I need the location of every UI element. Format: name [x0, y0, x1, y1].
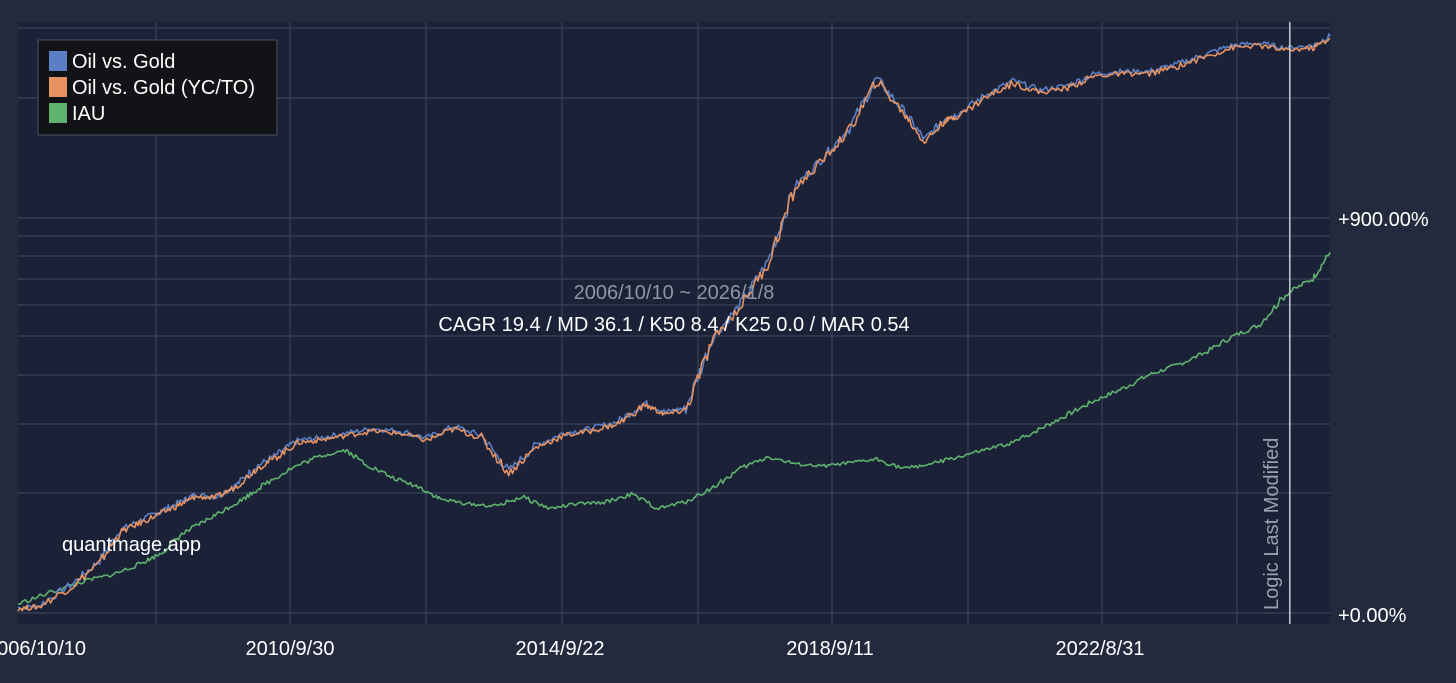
legend: Oil vs. Gold Oil vs. Gold (YC/TO) IAU	[37, 39, 278, 136]
stats-label: CAGR 19.4 / MD 36.1 / K50 8.4 / K25 0.0 …	[438, 314, 909, 336]
x-tick-label: 2006/10/10	[0, 638, 86, 660]
logic-marker: Logic Last Modified	[1261, 22, 1291, 624]
y-tick-label: +900.00%	[1338, 209, 1429, 231]
x-tick-label: 2010/9/30	[246, 638, 335, 660]
date-range-label: 2006/10/10 ~ 2026/1/8	[574, 282, 775, 304]
series-line-oil-vs-gold-yc-to-	[17, 37, 1331, 612]
grid-vertical	[155, 22, 1238, 624]
x-tick-label: 2014/9/22	[516, 638, 605, 660]
grid-horizontal	[18, 27, 1330, 614]
y-tick-label: +0.00%	[1338, 605, 1407, 627]
series-line-iau	[17, 252, 1331, 605]
y-axis-ticks: +0.00% +900.00%	[1338, 209, 1429, 627]
x-axis-ticks: 2006/10/10 2010/9/30 2014/9/22 2018/9/11 202…	[0, 638, 1144, 660]
legend-swatch	[49, 77, 67, 97]
legend-swatch	[49, 103, 67, 123]
legend-label: Oil vs. Gold	[72, 51, 175, 73]
legend-label: IAU	[72, 103, 105, 125]
legend-swatch	[49, 51, 67, 71]
x-tick-label: 2022/8/31	[1056, 638, 1145, 660]
watermark: quantmage.app	[62, 534, 201, 556]
legend-box	[37, 39, 278, 136]
legend-label: Oil vs. Gold (YC/TO)	[72, 77, 255, 99]
marker-label: Logic Last Modified	[1261, 438, 1283, 610]
series-layer	[17, 33, 1331, 612]
x-tick-label: 2018/9/11	[786, 638, 874, 660]
